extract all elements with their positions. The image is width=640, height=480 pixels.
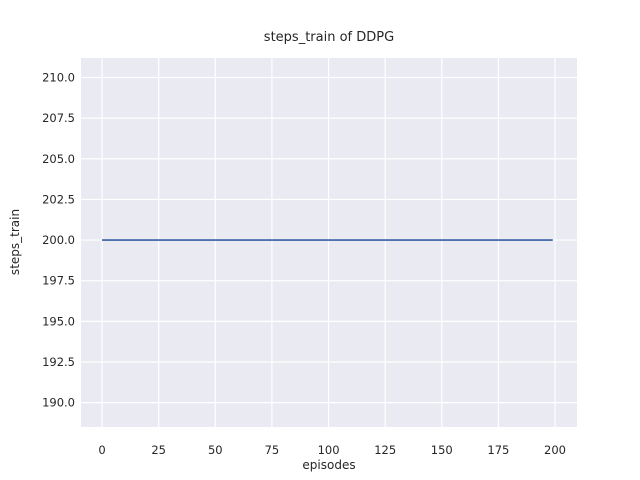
y-tick-label: 205.0 <box>42 152 75 166</box>
ticks-layer: 0 25 50 75 100 125 150 175 200 190.0 192.5 195.0 197… <box>42 71 566 457</box>
x-tick-label: 75 <box>265 443 280 457</box>
y-tick-label: 192.5 <box>42 355 75 369</box>
y-tick-label: 207.5 <box>42 111 75 125</box>
x-tick-label: 175 <box>487 443 509 457</box>
y-tick-label: 197.5 <box>42 274 75 288</box>
x-tick-label: 0 <box>98 443 105 457</box>
y-tick-label: 202.5 <box>42 192 75 206</box>
x-axis-label: episodes <box>302 458 355 472</box>
y-tick-label: 200.0 <box>42 233 75 247</box>
y-tick-label: 210.0 <box>42 71 75 85</box>
y-tick-label: 195.0 <box>42 314 75 328</box>
y-axis-label: steps_train <box>8 209 22 275</box>
x-tick-label: 50 <box>208 443 223 457</box>
x-tick-label: 100 <box>318 443 340 457</box>
x-tick-label: 150 <box>431 443 453 457</box>
chart-title: steps_train of DDPG <box>264 30 394 45</box>
x-tick-label: 125 <box>374 443 396 457</box>
x-tick-label: 25 <box>151 443 166 457</box>
y-tick-label: 190.0 <box>42 396 75 410</box>
x-tick-label: 200 <box>544 443 566 457</box>
